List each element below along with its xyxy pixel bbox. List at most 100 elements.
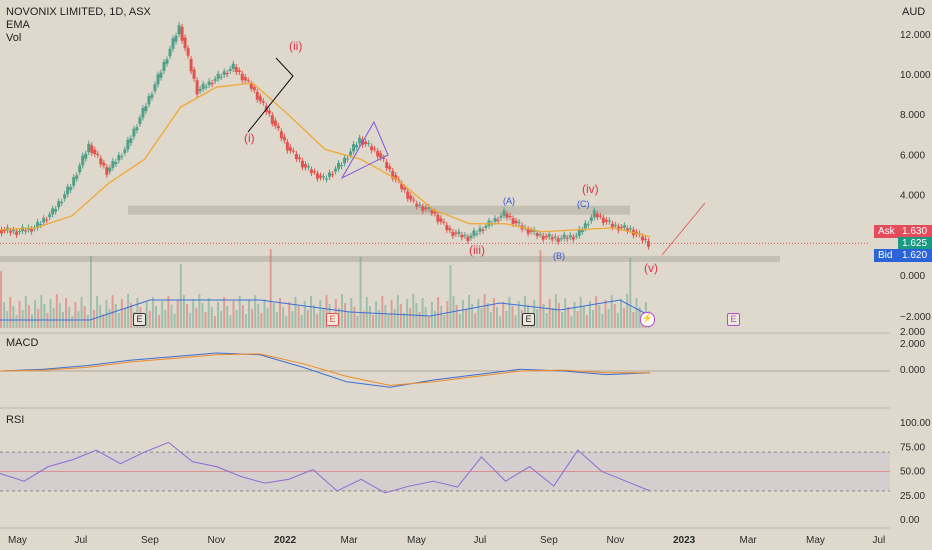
volume-bar (201, 303, 204, 328)
volume-bar (465, 309, 467, 328)
price-candle (457, 231, 461, 234)
macd-indicator-label[interactable]: MACD (6, 337, 39, 349)
earnings-e-icon[interactable]: E (326, 313, 339, 326)
price-candle (246, 80, 250, 82)
volume-bar (440, 306, 443, 328)
lightning-icon[interactable]: ⚡ (640, 312, 655, 327)
price-candle (610, 223, 614, 228)
volume-bar (15, 315, 18, 328)
price-candle (367, 143, 371, 145)
price-candle (607, 220, 611, 222)
price-candle (640, 236, 644, 241)
price-candle (231, 63, 235, 69)
ema-line (0, 82, 651, 238)
price-candle (571, 236, 575, 240)
ask-label: Ask (874, 225, 902, 238)
price-candle (78, 165, 82, 173)
rsi-axis-tick: 50.00 (900, 467, 925, 478)
price-candle (373, 148, 377, 150)
volume-bar (589, 301, 591, 328)
volume-bar (322, 309, 325, 328)
price-candle (412, 199, 416, 201)
volume-bar (359, 257, 362, 328)
price-candle (391, 170, 395, 179)
earnings-e-icon[interactable]: E (522, 313, 535, 326)
volume-bar (393, 309, 396, 328)
volume-bar (446, 301, 449, 328)
price-candle (210, 83, 214, 85)
volume-bar (306, 310, 309, 328)
volume-bar (248, 300, 250, 328)
price-candle (141, 107, 145, 118)
volume-bar (179, 264, 182, 328)
price-candle (541, 235, 545, 240)
earnings-e-icon[interactable]: E (133, 313, 146, 326)
price-candle (219, 76, 223, 78)
price-candle (445, 225, 449, 231)
wave-label: (iv) (582, 182, 599, 196)
volume-bar (176, 300, 179, 328)
price-axis-tick: 0.000 (900, 271, 925, 282)
volume-bar (275, 312, 278, 328)
price-candle (355, 144, 359, 148)
price-candle (321, 176, 325, 178)
price-candle (81, 155, 85, 166)
price-candle (436, 215, 440, 222)
macd-axis-tick: 2.000 (900, 327, 925, 338)
price-candle (358, 137, 362, 144)
price-candle (69, 187, 73, 190)
volume-bar (592, 310, 595, 328)
currency-label: AUD (902, 6, 926, 18)
volume-bar (629, 258, 632, 328)
price-candle (99, 158, 103, 165)
volume-bar (294, 297, 297, 328)
volume-bar (443, 315, 446, 328)
volume-bar (34, 300, 37, 328)
volume-bar (539, 250, 542, 328)
volume-ma-line (0, 299, 651, 321)
price-candle (613, 224, 617, 226)
volume-indicator-label[interactable]: Vol (6, 32, 22, 44)
earnings-e-icon[interactable]: E (727, 313, 740, 326)
price-candle (421, 206, 425, 211)
volume-bar (223, 297, 226, 328)
price-candle (273, 120, 277, 126)
price-candle (195, 80, 199, 95)
price-candle (346, 158, 350, 160)
wave-label: (i) (244, 131, 255, 145)
price-candle (156, 74, 160, 85)
price-candle (340, 165, 344, 167)
price-candle (517, 222, 521, 224)
volume-bar (21, 310, 24, 328)
volume-bar (424, 307, 427, 328)
price-candle (249, 83, 253, 89)
volume-bar (198, 294, 201, 328)
price-candle (291, 150, 295, 152)
price-candle (165, 59, 169, 64)
volume-bar (244, 314, 247, 328)
volume-bar (43, 304, 46, 328)
price-candle (285, 142, 289, 151)
price-candle (84, 153, 88, 159)
volume-bar (523, 296, 526, 328)
volume-bar (40, 295, 43, 328)
price-candle (267, 110, 271, 114)
price-candle (622, 225, 626, 228)
volume-bar (303, 301, 306, 328)
volume-bar (421, 298, 424, 328)
price-candle (243, 77, 247, 81)
price-candle (318, 175, 322, 178)
rsi-indicator-label[interactable]: RSI (6, 414, 25, 426)
price-candle (478, 228, 482, 232)
price-candle (237, 70, 241, 73)
rsi-axis-tick: 75.00 (900, 442, 925, 453)
price-candle (120, 156, 124, 158)
corrective-label: (A) (503, 196, 515, 206)
price-candle (228, 68, 232, 71)
volume-bar (585, 315, 588, 328)
volume-bar (496, 307, 498, 328)
price-candle (147, 96, 151, 105)
volume-bar (282, 307, 285, 328)
ema-indicator-label[interactable]: EMA (6, 19, 30, 31)
